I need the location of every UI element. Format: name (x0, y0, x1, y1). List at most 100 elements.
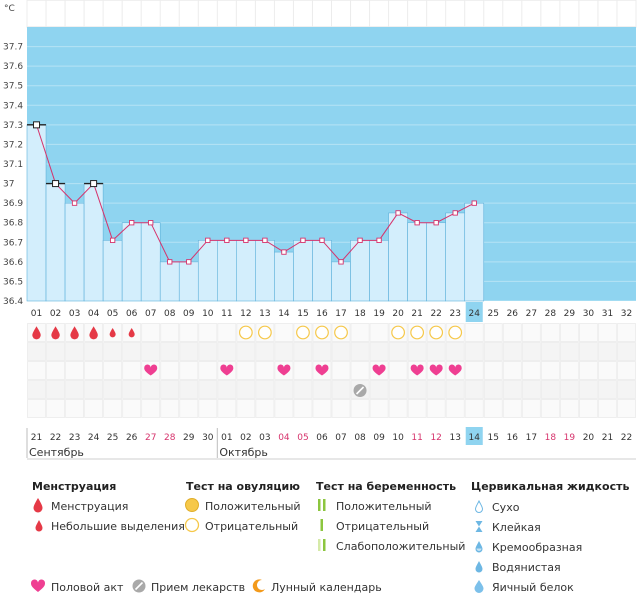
cycle-day-label[interactable]: 23 (449, 309, 460, 319)
row-cell[interactable] (198, 380, 218, 399)
row-cell[interactable] (388, 342, 408, 361)
row-cell[interactable] (445, 380, 465, 399)
row-cell[interactable] (274, 323, 294, 342)
date-label[interactable]: 09 (373, 433, 385, 443)
row-cell[interactable] (331, 342, 351, 361)
cycle-day-label[interactable]: 21 (411, 309, 422, 319)
row-cell[interactable] (579, 323, 598, 342)
row-cell[interactable] (312, 399, 332, 418)
row-cell[interactable] (312, 342, 332, 361)
row-cell[interactable] (160, 323, 180, 342)
row-cell[interactable] (559, 399, 579, 418)
date-label[interactable]: 15 (488, 433, 499, 443)
row-cell[interactable] (255, 361, 275, 380)
row-cell[interactable] (84, 361, 104, 380)
row-cell[interactable] (388, 361, 408, 380)
cycle-day-label[interactable]: 16 (316, 309, 328, 319)
cycle-day-label[interactable]: 28 (545, 309, 557, 319)
row-cell[interactable] (236, 342, 256, 361)
row-cell[interactable] (502, 323, 522, 342)
row-cell[interactable] (579, 380, 598, 399)
row-cell[interactable] (617, 399, 636, 418)
row-cell[interactable] (46, 342, 65, 361)
date-label[interactable]: 12 (430, 433, 441, 443)
date-label[interactable]: 02 (240, 433, 251, 443)
date-label[interactable]: 20 (583, 433, 595, 443)
row-cell[interactable] (312, 380, 332, 399)
row-cell[interactable] (179, 399, 199, 418)
date-label[interactable]: 21 (602, 433, 613, 443)
row-cell[interactable] (27, 399, 46, 418)
row-cell[interactable] (369, 342, 389, 361)
date-label[interactable]: 10 (392, 433, 404, 443)
row-cell[interactable] (483, 380, 503, 399)
cycle-day-label[interactable]: 18 (354, 309, 366, 319)
row-cell[interactable] (617, 361, 636, 380)
date-label[interactable]: 16 (507, 433, 519, 443)
row-cell[interactable] (255, 380, 275, 399)
row-cell[interactable] (65, 380, 84, 399)
date-label[interactable]: 28 (164, 433, 176, 443)
row-cell[interactable] (141, 342, 161, 361)
row-cell[interactable] (84, 380, 104, 399)
row-cell[interactable] (426, 380, 446, 399)
row-cell[interactable] (331, 361, 351, 380)
date-label[interactable]: 25 (107, 433, 118, 443)
row-cell[interactable] (122, 380, 142, 399)
row-cell[interactable] (579, 342, 598, 361)
row-cell[interactable] (598, 380, 617, 399)
row-cell[interactable] (540, 399, 560, 418)
row-cell[interactable] (617, 323, 636, 342)
row-cell[interactable] (464, 323, 484, 342)
row-cell[interactable] (293, 361, 313, 380)
row-cell[interactable] (388, 380, 408, 399)
row-cell[interactable] (464, 380, 484, 399)
row-cell[interactable] (122, 399, 142, 418)
row-cell[interactable] (350, 361, 370, 380)
date-label[interactable]: 21 (31, 433, 42, 443)
row-cell[interactable] (483, 323, 503, 342)
row-cell[interactable] (141, 323, 161, 342)
row-cell[interactable] (160, 342, 180, 361)
cycle-day-label[interactable]: 19 (373, 309, 385, 319)
cycle-day-label[interactable]: 32 (621, 309, 632, 319)
row-cell[interactable] (198, 361, 218, 380)
row-cell[interactable] (350, 399, 370, 418)
row-cell[interactable] (559, 380, 579, 399)
row-cell[interactable] (426, 399, 446, 418)
row-cell[interactable] (445, 399, 465, 418)
row-cell[interactable] (502, 361, 522, 380)
cycle-day-label[interactable]: 27 (526, 309, 537, 319)
date-label[interactable]: 04 (278, 433, 290, 443)
row-cell[interactable] (502, 342, 522, 361)
row-cell[interactable] (598, 361, 617, 380)
row-cell[interactable] (350, 323, 370, 342)
row-cell[interactable] (103, 399, 123, 418)
row-cell[interactable] (617, 342, 636, 361)
row-cell[interactable] (160, 361, 180, 380)
row-cell[interactable] (274, 342, 294, 361)
row-cell[interactable] (579, 361, 598, 380)
row-cell[interactable] (617, 380, 636, 399)
row-cell[interactable] (46, 361, 65, 380)
row-cell[interactable] (483, 361, 503, 380)
row-cell[interactable] (598, 323, 617, 342)
row-cell[interactable] (388, 399, 408, 418)
row-cell[interactable] (103, 380, 123, 399)
cycle-day-label[interactable]: 26 (507, 309, 519, 319)
cycle-day-label[interactable]: 14 (278, 309, 290, 319)
row-cell[interactable] (217, 323, 237, 342)
cycle-day-label[interactable]: 04 (88, 309, 100, 319)
row-cell[interactable] (559, 342, 579, 361)
row-cell[interactable] (217, 342, 237, 361)
date-label[interactable]: 30 (202, 433, 214, 443)
cycle-day-label[interactable]: 17 (335, 309, 346, 319)
row-cell[interactable] (179, 342, 199, 361)
date-label[interactable]: 03 (259, 433, 270, 443)
row-cell[interactable] (369, 323, 389, 342)
row-cell[interactable] (46, 399, 65, 418)
row-cell[interactable] (84, 399, 104, 418)
row-cell[interactable] (141, 380, 161, 399)
cycle-day-label[interactable]: 22 (430, 309, 441, 319)
date-label[interactable]: 07 (335, 433, 346, 443)
